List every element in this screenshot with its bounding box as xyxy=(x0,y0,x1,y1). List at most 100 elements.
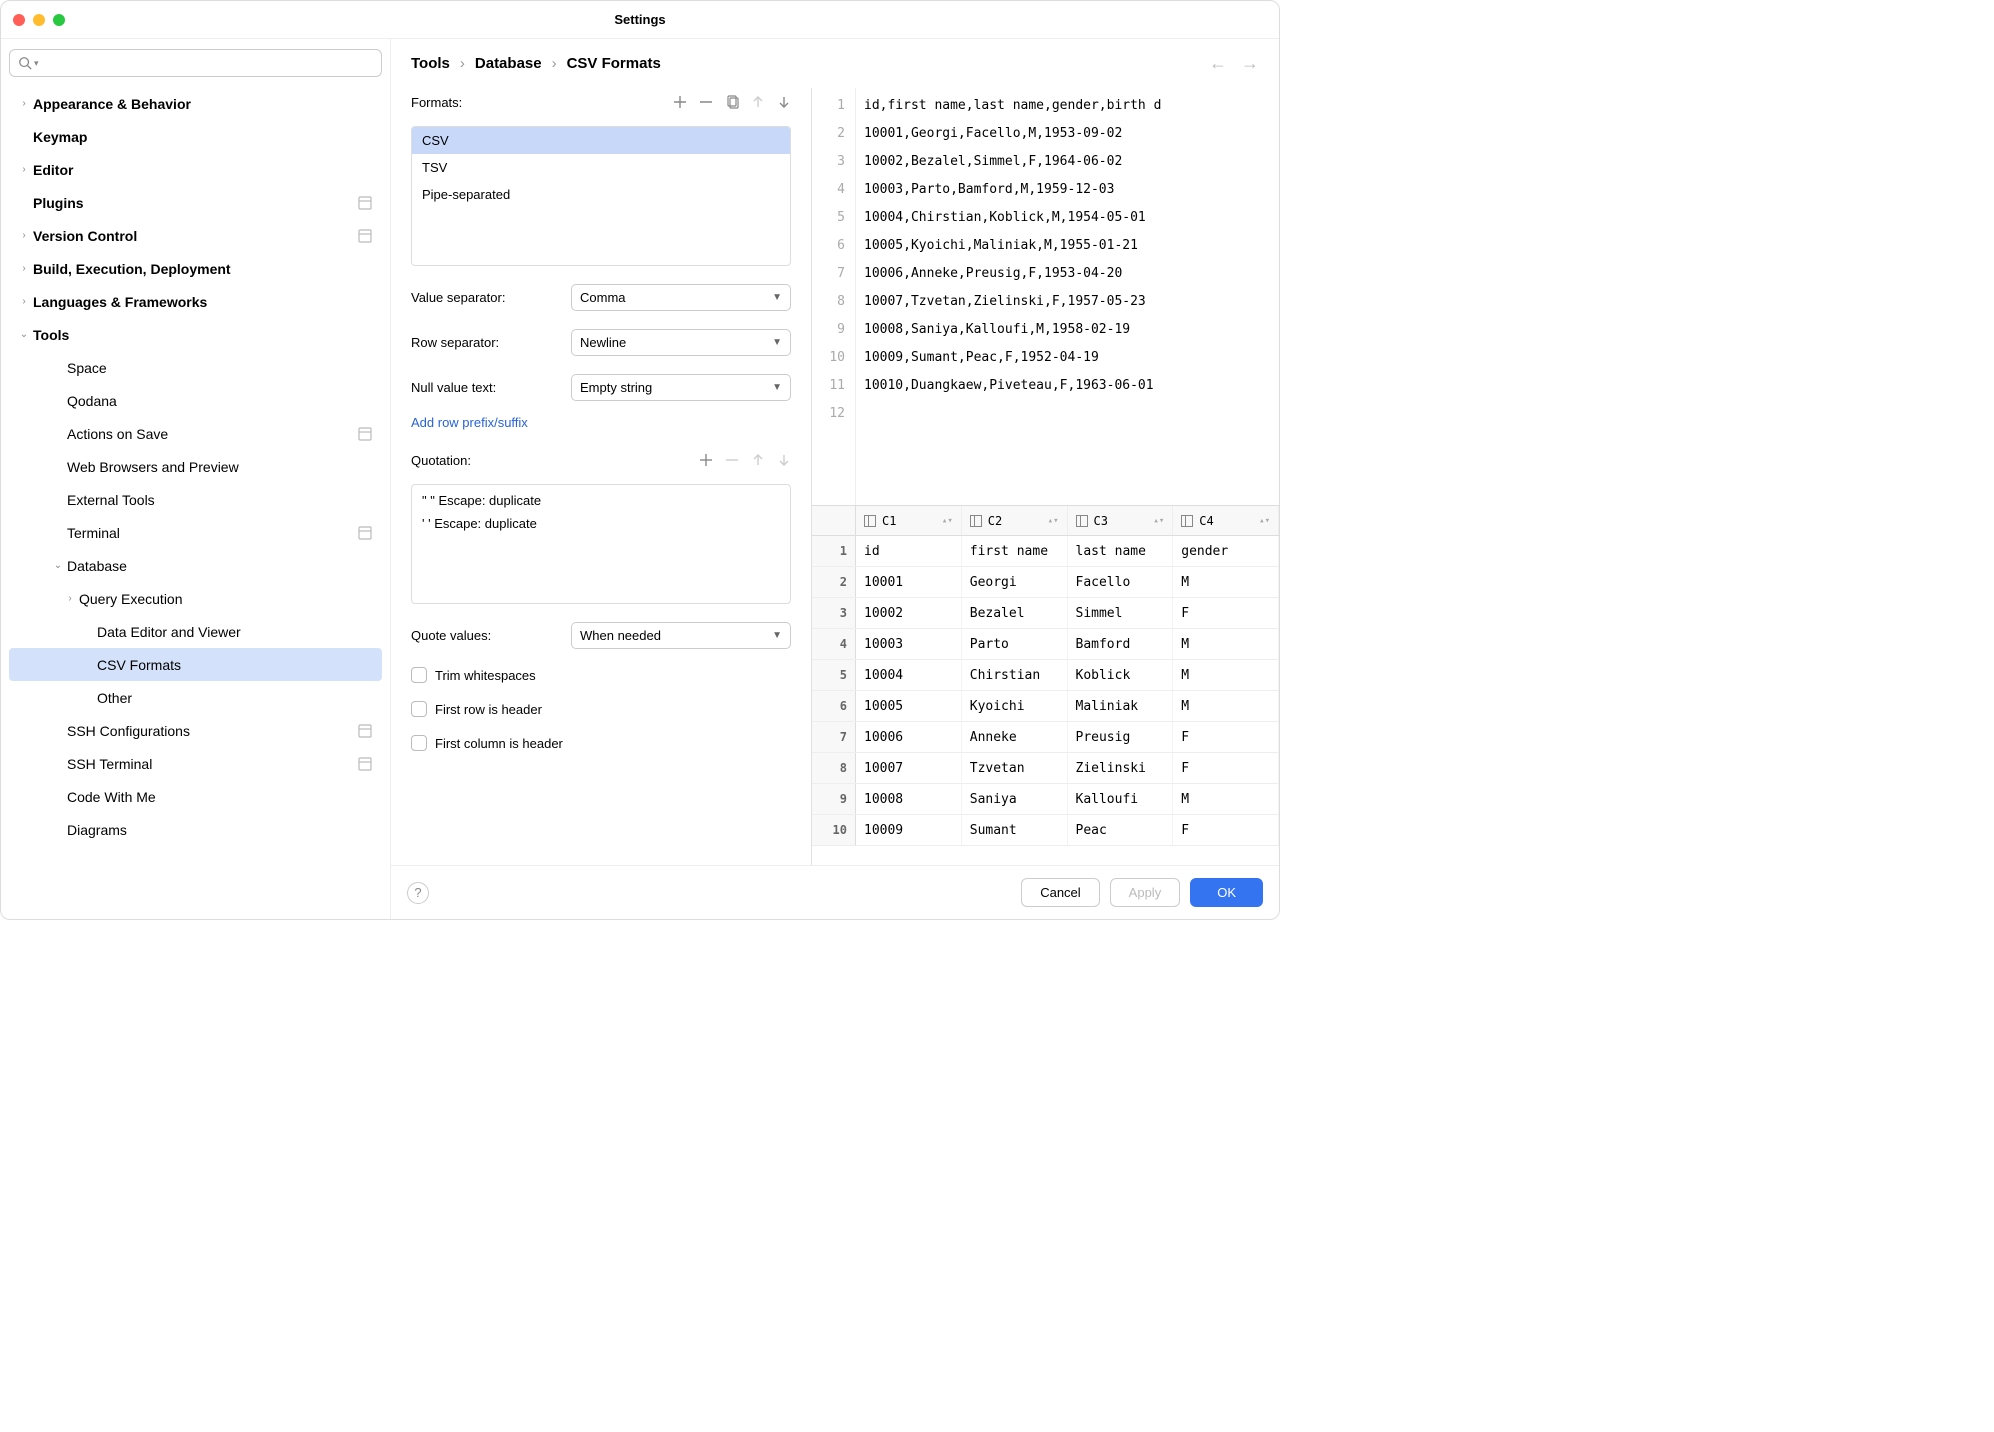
table-cell[interactable]: id xyxy=(856,536,962,566)
table-column-header[interactable]: C2▴▾ xyxy=(962,506,1068,535)
table-cell[interactable]: 10005 xyxy=(856,691,962,721)
sidebar-item[interactable]: Qodana xyxy=(9,384,382,417)
editor-line[interactable]: 10008,Saniya,Kalloufi,M,1958-02-19 xyxy=(864,316,1271,344)
sidebar-item[interactable]: Actions on Save xyxy=(9,417,382,450)
sort-icon[interactable]: ▴▾ xyxy=(1048,516,1059,526)
table-cell[interactable]: F xyxy=(1173,815,1279,845)
sidebar-item[interactable]: Space xyxy=(9,351,382,384)
quotation-item[interactable]: ' ' Escape: duplicate xyxy=(412,512,790,535)
close-window-button[interactable] xyxy=(13,14,25,26)
format-item[interactable]: TSV xyxy=(412,154,790,181)
move-quotation-down-icon[interactable] xyxy=(777,453,791,467)
table-cell[interactable]: Tzvetan xyxy=(962,753,1068,783)
table-row[interactable]: 910008SaniyaKalloufiM xyxy=(812,784,1279,815)
sidebar-item[interactable]: ⌄Database xyxy=(9,549,382,582)
table-cell[interactable]: Kyoichi xyxy=(962,691,1068,721)
sidebar-item[interactable]: Code With Me xyxy=(9,780,382,813)
table-column-header[interactable]: C3▴▾ xyxy=(1068,506,1174,535)
move-down-icon[interactable] xyxy=(777,95,791,109)
breadcrumb-part[interactable]: Database xyxy=(475,55,542,72)
search-box[interactable]: ▾ xyxy=(9,49,382,77)
breadcrumb-part[interactable]: CSV Formats xyxy=(567,55,661,72)
sidebar-item[interactable]: Other xyxy=(9,681,382,714)
sidebar-item[interactable]: ›Version Control xyxy=(9,219,382,252)
table-column-header[interactable]: C4▴▾ xyxy=(1173,506,1279,535)
editor-line[interactable]: 10005,Kyoichi,Maliniak,M,1955-01-21 xyxy=(864,232,1271,260)
null-text-select[interactable]: Empty string ▼ xyxy=(571,374,791,401)
table-cell[interactable]: 10004 xyxy=(856,660,962,690)
table-cell[interactable]: Maliniak xyxy=(1068,691,1174,721)
search-input[interactable] xyxy=(43,56,373,71)
breadcrumb-part[interactable]: Tools xyxy=(411,55,450,72)
table-cell[interactable]: gender xyxy=(1173,536,1279,566)
table-row[interactable]: 810007TzvetanZielinskiF xyxy=(812,753,1279,784)
table-cell[interactable]: M xyxy=(1173,567,1279,597)
table-row[interactable]: 710006AnnekePreusigF xyxy=(812,722,1279,753)
editor-line[interactable]: 10001,Georgi,Facello,M,1953-09-02 xyxy=(864,120,1271,148)
table-cell[interactable]: Bamford xyxy=(1068,629,1174,659)
nav-back-icon[interactable]: ← xyxy=(1209,53,1227,74)
add-row-prefix-link[interactable]: Add row prefix/suffix xyxy=(411,415,791,430)
table-cell[interactable]: Parto xyxy=(962,629,1068,659)
table-cell[interactable]: first name xyxy=(962,536,1068,566)
editor-line[interactable]: 10007,Tzvetan,Zielinski,F,1957-05-23 xyxy=(864,288,1271,316)
sort-icon[interactable]: ▴▾ xyxy=(1153,516,1164,526)
remove-quotation-icon[interactable] xyxy=(725,453,739,467)
table-cell[interactable]: 10002 xyxy=(856,598,962,628)
table-row[interactable]: 210001GeorgiFacelloM xyxy=(812,567,1279,598)
editor-line[interactable]: id,first name,last name,gender,birth d xyxy=(864,92,1271,120)
table-cell[interactable]: Georgi xyxy=(962,567,1068,597)
editor-line[interactable] xyxy=(864,400,1271,428)
table-row[interactable]: 610005KyoichiMaliniakM xyxy=(812,691,1279,722)
remove-format-icon[interactable] xyxy=(699,95,713,109)
nav-forward-icon[interactable]: → xyxy=(1241,53,1259,74)
trim-whitespaces-row[interactable]: Trim whitespaces xyxy=(411,667,791,683)
table-cell[interactable]: F xyxy=(1173,598,1279,628)
sidebar-item[interactable]: CSV Formats xyxy=(9,648,382,681)
formats-list[interactable]: CSVTSVPipe-separated xyxy=(411,126,791,266)
editor-line[interactable]: 10004,Chirstian,Koblick,M,1954-05-01 xyxy=(864,204,1271,232)
sidebar-item[interactable]: ›Query Execution xyxy=(9,582,382,615)
cancel-button[interactable]: Cancel xyxy=(1021,878,1099,907)
sidebar-item[interactable]: SSH Terminal xyxy=(9,747,382,780)
format-item[interactable]: CSV xyxy=(412,127,790,154)
table-cell[interactable]: Peac xyxy=(1068,815,1174,845)
sidebar-item[interactable]: ›Languages & Frameworks xyxy=(9,285,382,318)
sidebar-item[interactable]: Data Editor and Viewer xyxy=(9,615,382,648)
table-cell[interactable]: 10003 xyxy=(856,629,962,659)
table-row[interactable]: 510004ChirstianKoblickM xyxy=(812,660,1279,691)
first-col-header-row[interactable]: First column is header xyxy=(411,735,791,751)
table-row[interactable]: 1idfirst namelast namegender xyxy=(812,536,1279,567)
table-cell[interactable]: M xyxy=(1173,784,1279,814)
table-cell[interactable]: Zielinski xyxy=(1068,753,1174,783)
value-separator-select[interactable]: Comma ▼ xyxy=(571,284,791,311)
table-row[interactable]: 1010009SumantPeacF xyxy=(812,815,1279,846)
table-row[interactable]: 410003PartoBamfordM xyxy=(812,629,1279,660)
editor-line[interactable]: 10009,Sumant,Peac,F,1952-04-19 xyxy=(864,344,1271,372)
table-cell[interactable]: F xyxy=(1173,753,1279,783)
sidebar-item[interactable]: ›Appearance & Behavior xyxy=(9,87,382,120)
sidebar-item[interactable]: ›Build, Execution, Deployment xyxy=(9,252,382,285)
sidebar-item[interactable]: Web Browsers and Preview xyxy=(9,450,382,483)
move-quotation-up-icon[interactable] xyxy=(751,453,765,467)
table-cell[interactable]: 10007 xyxy=(856,753,962,783)
maximize-window-button[interactable] xyxy=(53,14,65,26)
sidebar-item[interactable]: ⌄Tools xyxy=(9,318,382,351)
sort-icon[interactable]: ▴▾ xyxy=(1259,516,1270,526)
table-cell[interactable]: M xyxy=(1173,660,1279,690)
table-cell[interactable]: last name xyxy=(1068,536,1174,566)
sort-icon[interactable]: ▴▾ xyxy=(942,516,953,526)
sidebar-item[interactable]: External Tools xyxy=(9,483,382,516)
help-button[interactable]: ? xyxy=(407,882,429,904)
editor-line[interactable]: 10010,Duangkaew,Piveteau,F,1963-06-01 xyxy=(864,372,1271,400)
sidebar-item[interactable]: Plugins xyxy=(9,186,382,219)
editor-lines[interactable]: id,first name,last name,gender,birth d10… xyxy=(856,88,1279,505)
table-cell[interactable]: Preusig xyxy=(1068,722,1174,752)
editor-line[interactable]: 10003,Parto,Bamford,M,1959-12-03 xyxy=(864,176,1271,204)
editor-line[interactable]: 10002,Bezalel,Simmel,F,1964-06-02 xyxy=(864,148,1271,176)
minimize-window-button[interactable] xyxy=(33,14,45,26)
sidebar-item[interactable]: Keymap xyxy=(9,120,382,153)
format-item[interactable]: Pipe-separated xyxy=(412,181,790,208)
trim-whitespaces-checkbox[interactable] xyxy=(411,667,427,683)
table-cell[interactable]: Kalloufi xyxy=(1068,784,1174,814)
